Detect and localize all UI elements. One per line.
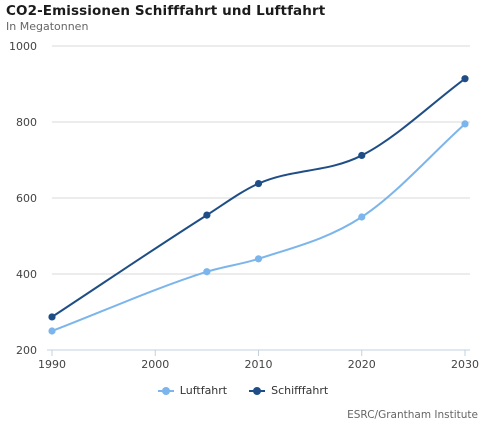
data-point-schifffahrt[interactable] (203, 211, 211, 219)
series-layer (48, 75, 469, 335)
legend-label-schifffahrt: Schifffahrt (271, 384, 329, 397)
x-tick-label: 2010 (245, 358, 273, 371)
chart-subtitle: In Megatonnen (6, 20, 89, 33)
legend: Luftfahrt Schifffahrt (0, 384, 486, 397)
legend-item-luftfahrt[interactable]: Luftfahrt (157, 384, 228, 397)
line-chart: 200 400 600 800 1000 1990 2000 2010 2020 2030 (9, 40, 479, 371)
data-point-luftfahrt[interactable] (48, 327, 56, 335)
y-tick-label: 400 (16, 268, 37, 281)
x-tick-label: 1990 (38, 358, 66, 371)
legend-item-schifffahrt[interactable]: Schifffahrt (249, 384, 328, 397)
y-tick-label: 800 (16, 116, 37, 129)
legend-label-luftfahrt: Luftfahrt (179, 384, 228, 397)
data-point-luftfahrt[interactable] (203, 268, 211, 276)
x-tick-label: 2000 (141, 358, 169, 371)
y-tick-label: 1000 (9, 40, 37, 53)
gridlines (52, 45, 470, 275)
x-tick-label: 2020 (348, 358, 376, 371)
data-point-schifffahrt[interactable] (48, 313, 56, 321)
source-credit: ESRC/Grantham Institute (347, 409, 478, 421)
legend-dot-luftfahrt (161, 386, 170, 395)
data-point-luftfahrt[interactable] (461, 120, 469, 128)
chart-title: CO2-Emissionen Schifffahrt und Luftfahrt (6, 3, 326, 19)
y-tick-label: 600 (16, 192, 37, 205)
data-point-luftfahrt[interactable] (358, 213, 366, 221)
data-point-schifffahrt[interactable] (358, 151, 366, 160)
x-tick-label: 2030 (451, 358, 479, 371)
y-tick-label: 200 (16, 344, 37, 357)
data-point-luftfahrt[interactable] (254, 255, 263, 263)
legend-symbol-schifffahrt (249, 386, 266, 396)
axes: 200 400 600 800 1000 1990 2000 2010 2020 2030 (9, 40, 479, 371)
data-point-schifffahrt[interactable] (254, 179, 263, 188)
legend-symbol-luftfahrt (157, 386, 174, 396)
data-point-schifffahrt[interactable] (461, 75, 469, 83)
series-line-luftfahrt (51, 122, 466, 332)
legend-dot-schifffahrt (253, 386, 262, 395)
